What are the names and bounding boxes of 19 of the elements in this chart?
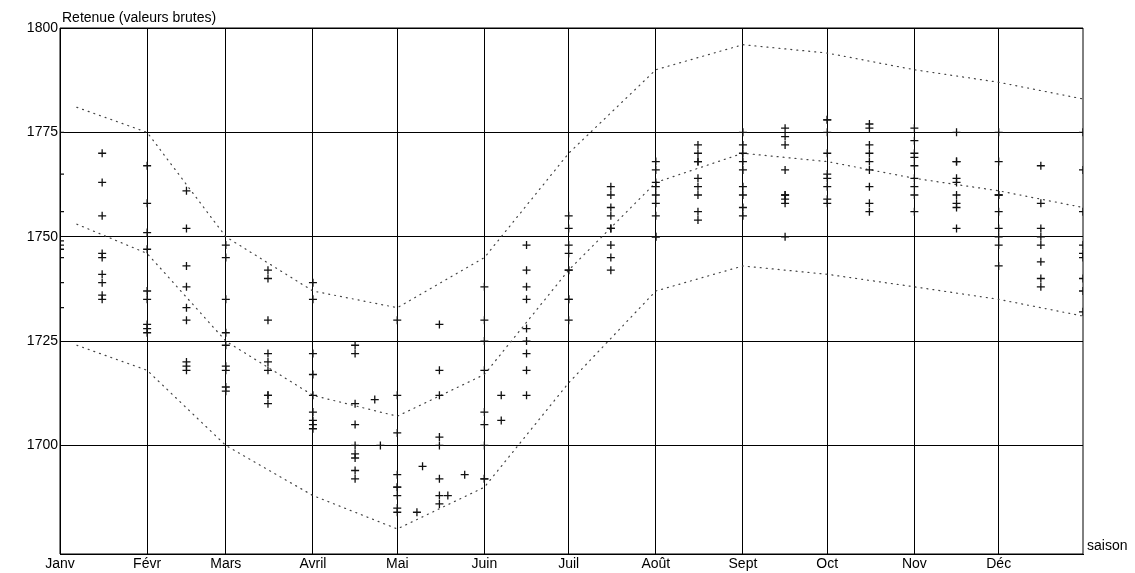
x-tick-label: Juil xyxy=(558,555,580,572)
x-tick-label: Oct xyxy=(816,555,839,572)
y-tick-label: 1700 xyxy=(26,436,59,453)
y-tick-label: 1775 xyxy=(26,123,59,140)
y-tick-label: 1750 xyxy=(26,227,59,244)
x-tick-label: Mars xyxy=(210,555,242,572)
x-tick-label: Févr xyxy=(133,555,162,572)
y-tick-label: 1725 xyxy=(26,331,59,348)
x-axis-title: saison xyxy=(1087,536,1128,553)
x-tick-label: Juin xyxy=(471,555,498,572)
x-tick-label: Mai xyxy=(385,555,409,572)
x-tick-label: Sept xyxy=(728,555,758,572)
x-tick-label: Août xyxy=(641,555,671,572)
x-tick-label: Déc xyxy=(986,555,1012,572)
x-tick-label: Janv xyxy=(45,555,75,572)
x-tick-label: Avril xyxy=(299,555,327,572)
x-tick-label: Nov xyxy=(901,555,927,572)
y-axis-title: Retenue (valeurs brutes) xyxy=(62,8,217,25)
y-tick-label: 1800 xyxy=(26,18,59,35)
